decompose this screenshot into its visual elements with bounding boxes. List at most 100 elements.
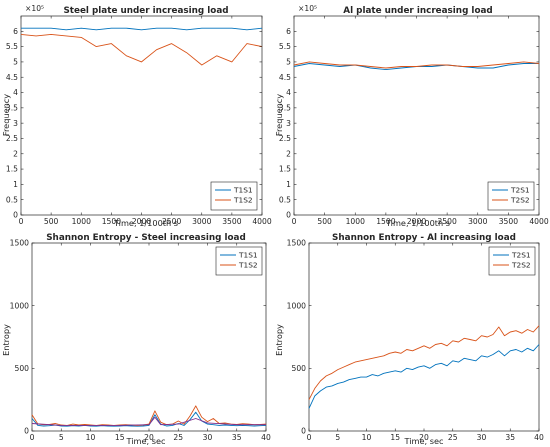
panel-al-entropy-x-tick-label: 40 xyxy=(534,433,544,442)
panel-steel-frequency-title: Steel plate under increasing load xyxy=(63,6,228,16)
panel-al-frequency-y-tick-label: 2 xyxy=(286,149,291,158)
panel-steel-frequency-y-tick-label: 4.5 xyxy=(6,73,18,82)
panel-al-entropy-x-tick-label: 0 xyxy=(307,433,312,442)
panel-steel-entropy-x-tick-label: 15 xyxy=(115,433,125,442)
panel-steel-entropy-title: Shannon Entropy - Steel increasing load xyxy=(46,233,246,243)
panel-al-frequency-y-tick-label: 0 xyxy=(286,211,291,220)
panel-al-entropy-y-tick-label: 500 xyxy=(292,364,307,373)
panel-al-frequency-title: Al plate under increasing load xyxy=(343,6,492,16)
panel-steel-frequency-y-tick-label: 2 xyxy=(13,149,18,158)
panel-al-frequency-x-tick-label: 2500 xyxy=(437,217,456,226)
panel-steel-frequency-marks: 0 500 1000 1500 2000 2500 3000 3500 4000 0 0.5 1 1.5… xyxy=(6,16,272,226)
panel-al-frequency-y-tick-label: 2.5 xyxy=(279,134,291,143)
panel-al-entropy-legend-box xyxy=(488,246,536,276)
panel-al-entropy-ylabel: Entropy xyxy=(274,324,284,356)
panel-al-frequency-x-tick-label: 1000 xyxy=(346,217,365,226)
panel-al-entropy-y-tick-label: 1000 xyxy=(287,301,306,310)
panel-al-frequency-series-line-t2s2 xyxy=(293,61,540,69)
panel-steel-frequency-ylabel: Frequency xyxy=(1,94,11,136)
panel-steel-frequency-y-tick-label: 6 xyxy=(13,27,18,36)
panel-steel-frequency-y-tick-label: 1 xyxy=(13,180,18,189)
panel-steel-frequency-series-line-t1s2 xyxy=(20,33,263,66)
panel-steel-frequency-y-tick-label: 1.5 xyxy=(6,165,18,174)
panel-steel-frequency-exponent: ×10⁵ xyxy=(25,4,44,13)
panel-al-frequency-xlabel: Time, 1/100th s xyxy=(385,218,450,228)
panel-steel-frequency-x-tick-label: 2500 xyxy=(162,217,181,226)
panel-al-entropy-y-tick-label: 0 xyxy=(301,427,306,436)
panel-steel-entropy-series-line-extra-2 xyxy=(31,416,266,426)
panel-steel-entropy-x-tick-label: 30 xyxy=(203,433,213,442)
panel-al-entropy-series-line-t2s2 xyxy=(308,325,540,400)
panel-al-frequency-x-tick-label: 1500 xyxy=(376,217,395,226)
panel-steel-frequency-x-tick-label: 500 xyxy=(44,217,59,226)
panel-steel-frequency-x-tick-label: 3000 xyxy=(192,217,211,226)
panel-al-frequency-y-tick-label: 5.5 xyxy=(279,42,291,51)
panel-al-entropy-legend-label-t2s2: T2S2 xyxy=(511,261,531,270)
panel-al-frequency-x-tick-label: 500 xyxy=(317,217,332,226)
panel-al-entropy-legend-label-t2s1: T2S1 xyxy=(511,251,531,260)
panel-steel-frequency-legend-label-t1s2: T1S2 xyxy=(233,196,253,205)
panel-steel-frequency-y-tick-label: 2.5 xyxy=(6,134,18,143)
panel-al-frequency-x-tick-label: 4000 xyxy=(529,217,548,226)
panel-steel-entropy-x-tick-label: 25 xyxy=(173,433,183,442)
panel-steel-frequency-y-tick-label: 5 xyxy=(13,58,18,67)
panel-al-entropy-xlabel: Time, sec xyxy=(403,436,443,446)
panel-steel-entropy-xlabel: Time, sec xyxy=(125,436,165,446)
panel-steel-entropy-x-tick-label: 10 xyxy=(86,433,96,442)
panel-al-frequency-x-tick-label: 0 xyxy=(292,217,297,226)
panel-steel-entropy-legend-label-t1s2: T1S2 xyxy=(238,261,258,270)
panel-al-frequency-y-tick-label: 4.5 xyxy=(279,73,291,82)
panel-steel-entropy-series-line-t1s1 xyxy=(31,411,267,427)
panel-steel-frequency-x-tick-label: 2000 xyxy=(132,217,151,226)
panel-steel-entropy-x-tick-label: 35 xyxy=(232,433,242,442)
panel-steel-entropy-legend-box xyxy=(215,246,263,276)
panel-al-frequency-y-tick-label: 3.5 xyxy=(279,103,291,112)
panel-al-frequency-y-tick-label: 1.5 xyxy=(279,165,291,174)
panel-al-frequency-x-tick-label: 3500 xyxy=(499,217,518,226)
panel-steel-entropy-legend-label-t1s1: T1S1 xyxy=(238,251,258,260)
panel-al-entropy-x-tick-label: 25 xyxy=(448,433,458,442)
panel-al-frequency-y-tick-label: 6 xyxy=(286,27,291,36)
panel-al-frequency-legend-box xyxy=(487,181,535,211)
panel-al-frequency-y-tick-label: 4 xyxy=(286,88,291,97)
panel-al-frequency-legend-label-t2s1: T2S1 xyxy=(510,186,530,195)
panel-al-entropy-x-tick-label: 10 xyxy=(362,433,372,442)
panel-al-frequency-exponent: ×10⁵ xyxy=(298,4,317,13)
panel-al-entropy-x-tick-label: 30 xyxy=(477,433,487,442)
panel-steel-entropy-x-tick-label: 0 xyxy=(30,433,35,442)
panel-al-entropy-x-tick-label: 5 xyxy=(335,433,340,442)
panel-al-entropy-series-line-t2s1 xyxy=(308,344,540,409)
panel-steel-entropy-y-tick-label: 0 xyxy=(24,427,29,436)
panel-steel-frequency-series-line-t1s1 xyxy=(21,27,263,31)
panel-al-frequency-y-tick-label: 5 xyxy=(286,58,291,67)
panel-steel-entropy-y-tick-label: 1000 xyxy=(10,301,29,310)
panel-al-frequency-y-tick-label: 3 xyxy=(286,119,291,128)
panel-al-frequency-y-tick-label: 0.5 xyxy=(279,195,291,204)
panel-al-frequency-y-tick-label: 1 xyxy=(286,180,291,189)
panel-al-frequency-x-tick-label: 3000 xyxy=(468,217,487,226)
panel-al-frequency-x-tick-label: 2000 xyxy=(407,217,426,226)
panel-steel-frequency-x-tick-label: 1000 xyxy=(72,217,91,226)
panel-steel-entropy-y-tick-label: 1500 xyxy=(10,239,29,248)
panel-al-frequency-ylabel: Frequency xyxy=(274,94,284,136)
panel-al-frequency-marks: 0 500 1000 1500 2000 2500 3000 3500 4000 0 0.5 1 1.5… xyxy=(279,16,549,226)
panel-steel-frequency-y-tick-label: 3.5 xyxy=(6,103,18,112)
panel-steel-frequency-legend-box xyxy=(210,181,258,211)
panel-al-entropy-x-tick-label: 35 xyxy=(505,433,515,442)
panel-steel-frequency-x-tick-label: 4000 xyxy=(252,217,271,226)
panel-steel-entropy-ylabel: Entropy xyxy=(1,324,11,356)
panel-steel-frequency-y-tick-label: 0 xyxy=(13,211,18,220)
panel-steel-frequency-x-tick-label: 0 xyxy=(19,217,24,226)
panel-steel-entropy-x-tick-label: 20 xyxy=(144,433,154,442)
panel-steel-entropy-x-tick-label: 5 xyxy=(59,433,64,442)
panel-al-entropy-title: Shannon Entropy - Al increasing load xyxy=(332,233,516,243)
panel-steel-frequency-y-tick-label: 0.5 xyxy=(6,195,18,204)
panel-steel-frequency-x-tick-label: 3500 xyxy=(222,217,241,226)
